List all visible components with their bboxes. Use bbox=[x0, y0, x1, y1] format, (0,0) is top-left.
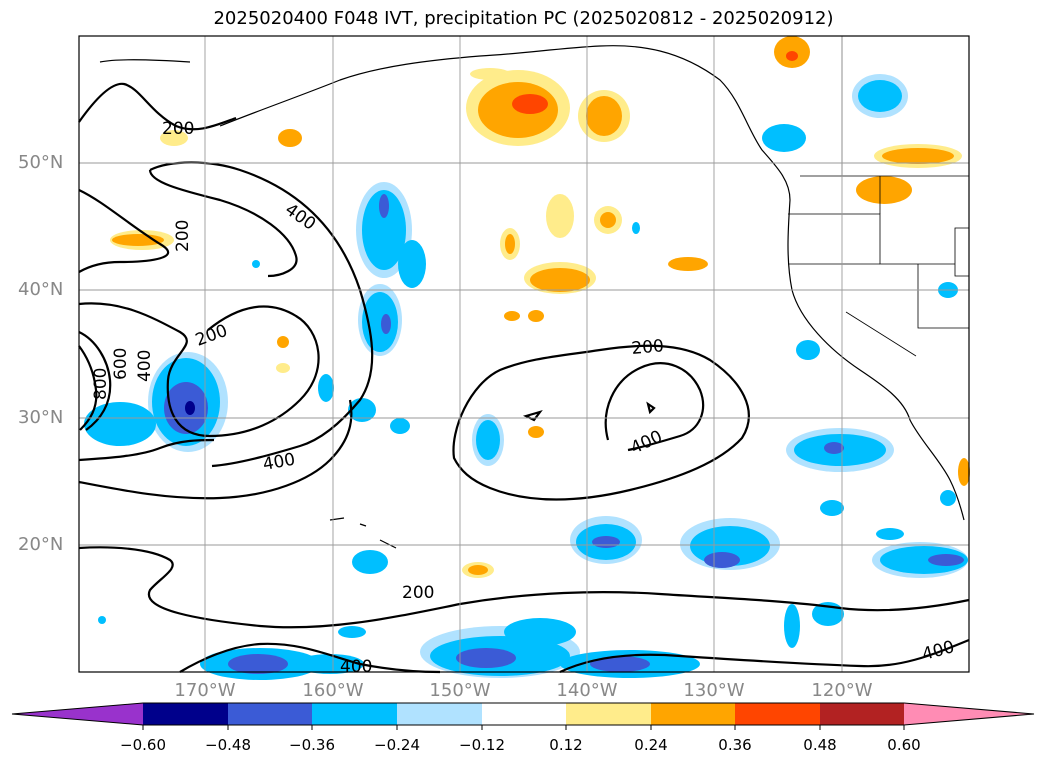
colorbar-tick: 0.36 bbox=[718, 736, 752, 754]
colorbar-tick: 0.24 bbox=[634, 736, 668, 754]
lon-label: 140°W bbox=[556, 680, 618, 701]
contour-label: 200 bbox=[631, 336, 665, 359]
lon-label: 170°W bbox=[174, 680, 236, 701]
lon-label: 150°W bbox=[429, 680, 491, 701]
lon-label: 160°W bbox=[302, 680, 364, 701]
contour-label: 400 bbox=[135, 350, 155, 382]
colorbar-tick: 0.12 bbox=[549, 736, 583, 754]
ivt-contours bbox=[78, 82, 970, 674]
colorbar-extend-low bbox=[12, 703, 143, 725]
lat-label: 40°N bbox=[18, 279, 64, 300]
colorbar-tick: −0.12 bbox=[459, 736, 505, 754]
colorbar-bin bbox=[820, 703, 904, 725]
colorbar-tick: −0.60 bbox=[120, 736, 166, 754]
contour-label: 200 bbox=[173, 220, 193, 252]
colorbar-extend-high bbox=[904, 703, 1034, 725]
contour-label: 800 bbox=[91, 368, 111, 400]
colorbar-bin bbox=[651, 703, 735, 725]
lat-label: 20°N bbox=[18, 534, 64, 555]
colorbar-bin bbox=[228, 703, 312, 725]
colorbar-tick: −0.36 bbox=[289, 736, 335, 754]
colorbar-bin bbox=[397, 703, 482, 725]
colorbar-tick: −0.24 bbox=[374, 736, 420, 754]
map-frame bbox=[78, 35, 970, 673]
contour-label: 600 bbox=[111, 348, 131, 380]
map-title: 2025020400 F048 IVT, precipitation PC (2… bbox=[213, 8, 834, 29]
colorbar-bin bbox=[312, 703, 397, 725]
colorbar-bin bbox=[143, 703, 228, 725]
colorbar-tick: 0.48 bbox=[803, 736, 837, 754]
contour-label: 200 bbox=[402, 583, 434, 603]
precip-positive-patches bbox=[110, 36, 970, 578]
colorbar-bin bbox=[735, 703, 820, 725]
colorbar-tick: 0.60 bbox=[887, 736, 921, 754]
lat-label: 30°N bbox=[18, 407, 64, 428]
lon-label: 120°W bbox=[811, 680, 873, 701]
colorbar-tick: −0.48 bbox=[205, 736, 251, 754]
lat-label: 50°N bbox=[18, 152, 64, 173]
graticule bbox=[79, 36, 969, 672]
contour-label: 200 bbox=[162, 119, 194, 139]
lon-label: 130°W bbox=[683, 680, 745, 701]
contour-label: 400 bbox=[340, 657, 372, 677]
colorbar bbox=[11, 702, 1035, 730]
colorbar-bin bbox=[482, 703, 566, 725]
colorbar-bin bbox=[566, 703, 651, 725]
